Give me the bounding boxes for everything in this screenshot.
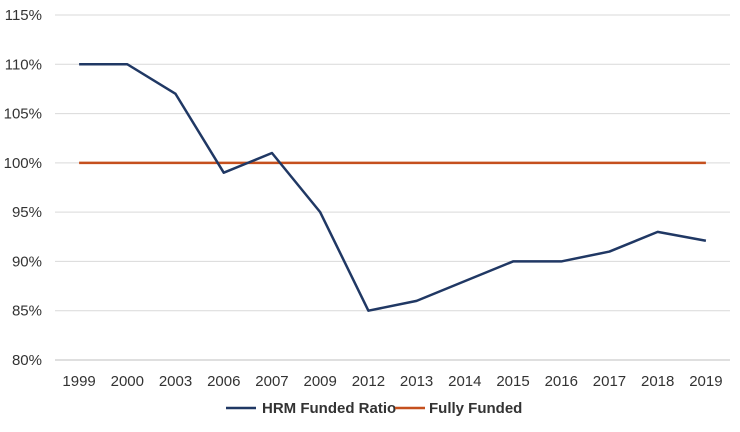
x-tick-label: 2009 [303, 373, 336, 390]
x-tick-label: 2014 [448, 373, 481, 390]
x-tick-label: 2012 [352, 373, 385, 390]
y-tick-label: 90% [12, 253, 42, 270]
x-axis-tick-labels: 1999 2000 2003 2006 2007 2009 2012 2013 2014 2015… [62, 373, 722, 390]
x-tick-label: 2018 [641, 373, 674, 390]
legend-label-fully-funded: Fully Funded [429, 400, 522, 417]
x-tick-label: 2019 [689, 373, 722, 390]
series-line-hrm-funded-ratio [79, 63, 707, 312]
x-tick-label: 2016 [545, 373, 578, 390]
x-tick-label: 2007 [255, 373, 288, 390]
x-tick-label: 2003 [159, 373, 192, 390]
series-lines [79, 63, 707, 312]
y-tick-label: 115% [5, 7, 42, 24]
y-tick-label: 110% [5, 56, 42, 73]
x-tick-label: 2017 [593, 373, 626, 390]
x-tick-label: 2015 [496, 373, 529, 390]
y-tick-label: 80% [12, 352, 42, 369]
y-tick-label: 105% [4, 106, 42, 123]
legend: HRM Funded Ratio Fully Funded [226, 400, 522, 417]
y-axis-tick-labels: 80% 85% 90% 95% 100% 105% 110% 115% [4, 7, 42, 369]
x-tick-label: 2013 [400, 373, 433, 390]
legend-label-hrm-funded-ratio: HRM Funded Ratio [262, 400, 396, 417]
x-tick-label: 2000 [111, 373, 144, 390]
y-tick-label: 95% [12, 204, 42, 221]
gridlines [55, 14, 730, 361]
y-tick-label: 100% [4, 155, 42, 172]
y-tick-label: 85% [12, 303, 42, 320]
x-tick-label: 2006 [207, 373, 240, 390]
x-tick-label: 1999 [62, 373, 95, 390]
